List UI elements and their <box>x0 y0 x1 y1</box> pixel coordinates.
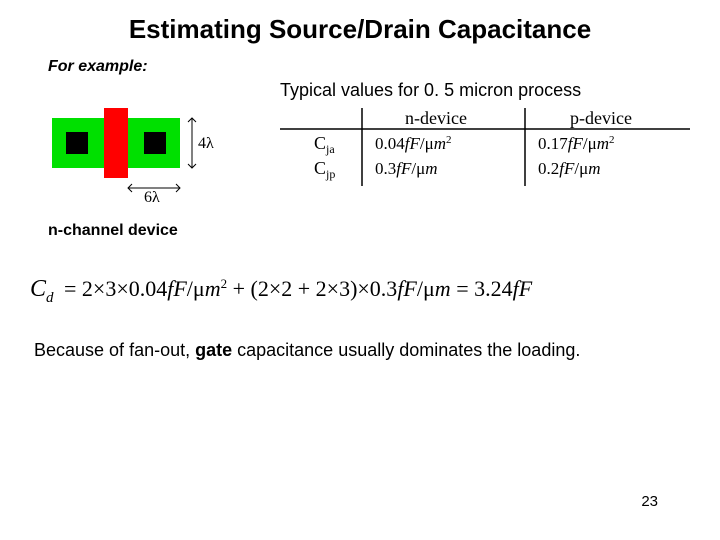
slide-title: Estimating Source/Drain Capacitance <box>0 14 720 45</box>
eq-lhs: Cd <box>30 276 54 306</box>
for-example-text: For example: <box>48 58 148 76</box>
contact-left <box>66 132 88 154</box>
table-row1-p: 0.17fF/μm2 <box>538 134 614 153</box>
table-header-n: n-device <box>405 108 467 128</box>
contact-right <box>144 132 166 154</box>
table-row2-name: Cjp <box>314 158 335 181</box>
page-number: 23 <box>641 493 658 510</box>
dim-4lambda-label: 4λ <box>198 135 214 152</box>
conclusion-gate: gate <box>195 340 232 360</box>
conclusion-post: capacitance usually dominates the loadin… <box>232 340 580 360</box>
dim-6lambda-label: 6λ <box>144 189 160 203</box>
table-row2-p: 0.2fF/μm <box>538 159 600 178</box>
cap-values-table: n-device p-device Cja 0.04fF/μm2 0.17fF/… <box>280 108 700 190</box>
table-row1-n: 0.04fF/μm2 <box>375 134 451 153</box>
typical-values-heading: Typical values for 0. 5 micron process <box>280 80 581 101</box>
cd-equation: Cd = 2×3×0.04fF/μm2 + (2×2 + 2×3)×0.3fF/… <box>30 268 700 308</box>
table-header-p: p-device <box>570 108 632 128</box>
conclusion-text: Because of fan-out, gate capacitance usu… <box>34 340 580 361</box>
conclusion-pre: Because of fan-out, <box>34 340 195 360</box>
device-cross-section-diagram: 4λ 6λ <box>44 108 214 198</box>
gate-poly-rect <box>104 108 128 178</box>
table-row1-name: Cja <box>314 133 335 156</box>
n-channel-device-label: n-channel device <box>48 222 178 240</box>
eq-body: = 2×3×0.04fF/μm2 + (2×2 + 2×3)×0.3fF/μm … <box>64 276 533 301</box>
table-row2-n: 0.3fF/μm <box>375 159 437 178</box>
